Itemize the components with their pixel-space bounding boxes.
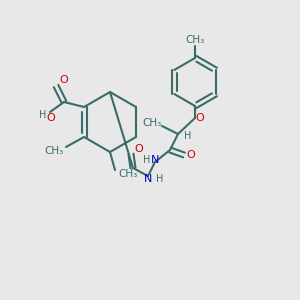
Text: H: H bbox=[156, 174, 164, 184]
Text: CH₃: CH₃ bbox=[185, 35, 205, 45]
Text: O: O bbox=[187, 150, 195, 160]
Text: O: O bbox=[46, 113, 56, 123]
Text: H: H bbox=[143, 155, 151, 165]
Text: H: H bbox=[39, 110, 47, 120]
Text: N: N bbox=[144, 174, 152, 184]
Text: CH₃: CH₃ bbox=[118, 169, 138, 179]
Text: N: N bbox=[151, 155, 159, 165]
Text: CH₃: CH₃ bbox=[142, 118, 162, 128]
Text: H: H bbox=[184, 131, 192, 141]
Text: O: O bbox=[60, 75, 68, 85]
Text: CH₃: CH₃ bbox=[44, 146, 64, 156]
Text: O: O bbox=[196, 113, 204, 123]
Text: O: O bbox=[135, 144, 143, 154]
